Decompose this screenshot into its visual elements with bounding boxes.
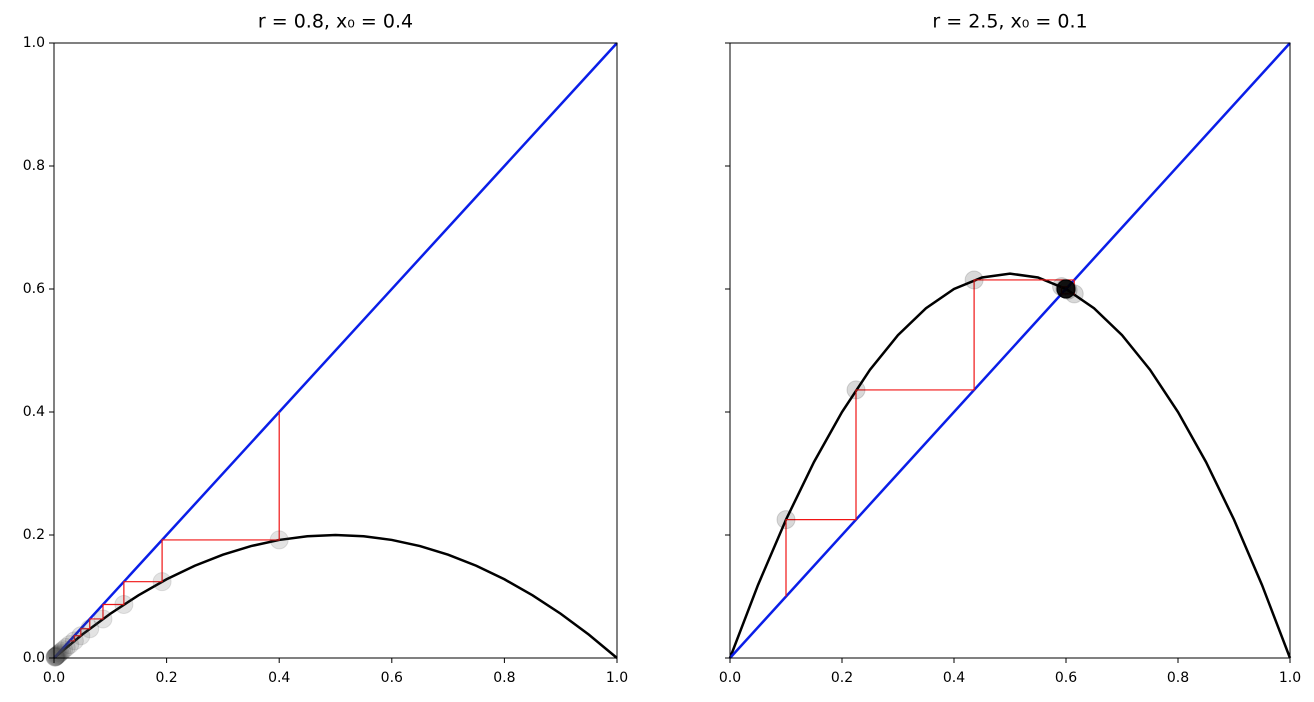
point [1056, 279, 1076, 299]
point [1056, 279, 1076, 299]
x-tick-label: 1.0 [1279, 670, 1301, 686]
point [46, 646, 66, 666]
point [45, 647, 65, 667]
point [48, 645, 68, 665]
point [80, 619, 100, 639]
x-tick-label: 0.0 [43, 670, 65, 686]
point [60, 635, 80, 655]
point [776, 510, 796, 530]
line [53, 42, 618, 659]
axes-frame [729, 42, 1291, 659]
x-tick-label: 0.0 [719, 670, 741, 686]
line [729, 42, 1291, 659]
point [45, 647, 65, 667]
point [1056, 279, 1076, 299]
point [1057, 279, 1077, 299]
point [964, 270, 984, 290]
y-tick-label: 0.6 [23, 281, 45, 297]
point [1058, 280, 1078, 300]
x-tick-label: 1.0 [606, 670, 628, 686]
line [69, 412, 280, 642]
x-tick-label: 0.4 [268, 670, 290, 686]
point [1056, 279, 1076, 299]
point [846, 380, 866, 400]
y-tick-label: 0.8 [23, 158, 45, 174]
y-tick-label: 0.4 [23, 404, 45, 420]
point [54, 640, 74, 660]
y-tick-label: 0.0 [23, 650, 45, 666]
x-tick-label: 0.6 [381, 670, 403, 686]
point [1056, 279, 1076, 299]
point [1056, 279, 1076, 299]
point [1056, 279, 1076, 299]
x-tick-label: 0.8 [493, 670, 515, 686]
point [114, 594, 134, 614]
point [152, 572, 172, 592]
point [47, 645, 67, 665]
line [728, 272, 1292, 659]
point [71, 626, 91, 646]
point [1055, 278, 1075, 298]
point [1056, 279, 1076, 299]
point [46, 646, 66, 666]
point [64, 631, 84, 651]
point [1052, 277, 1072, 297]
point [1056, 279, 1076, 299]
axes-frame [53, 42, 618, 659]
point [1056, 279, 1076, 299]
line [785, 279, 1075, 597]
chart-title: r = 2.5, x₀ = 0.1 [932, 11, 1087, 33]
point [269, 530, 289, 550]
point [52, 641, 72, 661]
line [53, 533, 618, 659]
point [1056, 279, 1076, 299]
point [1064, 284, 1084, 304]
point [50, 643, 70, 663]
point [1056, 279, 1076, 299]
x-tick-label: 0.2 [831, 670, 853, 686]
y-tick-label: 0.2 [23, 527, 45, 543]
x-tick-label: 0.8 [1167, 670, 1189, 686]
chart-title: r = 0.8, x₀ = 0.4 [258, 11, 413, 33]
x-tick-label: 0.4 [943, 670, 965, 686]
x-tick-label: 0.2 [155, 670, 177, 686]
point [93, 609, 113, 629]
x-tick-label: 0.6 [1055, 670, 1077, 686]
point [56, 638, 76, 658]
point [45, 647, 65, 667]
y-tick-label: 1.0 [23, 35, 45, 51]
